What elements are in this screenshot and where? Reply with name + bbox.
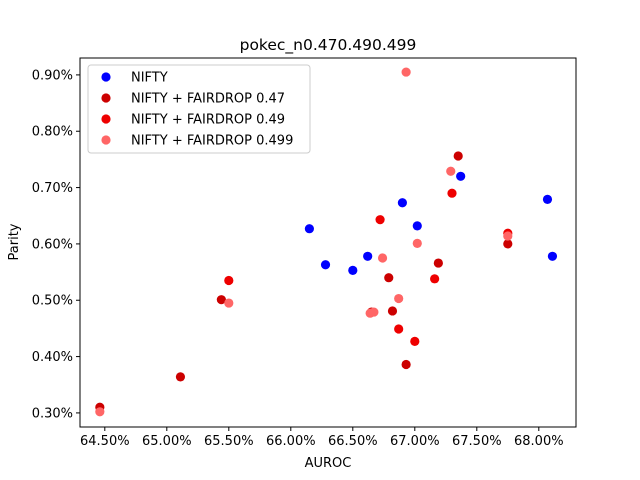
legend-label: NIFTY	[131, 71, 168, 86]
y-tick-label: 0.80%	[32, 125, 73, 140]
data-point	[542, 194, 553, 205]
y-tick-label: 0.30%	[32, 406, 73, 421]
data-point	[384, 273, 394, 283]
y-tick-label: 0.70%	[32, 181, 73, 196]
legend-label: NIFTY + FAIRDROP 0.499	[131, 134, 293, 149]
data-point	[412, 238, 422, 248]
data-point	[412, 221, 422, 231]
chart-title: pokec_n0.470.490.499	[240, 36, 417, 55]
data-point	[320, 260, 331, 270]
data-point	[394, 293, 404, 304]
legend-marker	[101, 114, 111, 124]
data-point	[503, 239, 513, 249]
data-point	[224, 298, 234, 308]
x-tick-label: 66.50%	[328, 434, 378, 449]
data-point	[224, 275, 234, 286]
x-tick-label: 66.00%	[266, 434, 316, 449]
x-tick-label: 65.00%	[142, 434, 192, 449]
x-tick-label: 64.50%	[80, 434, 130, 449]
data-point	[304, 224, 314, 234]
legend-box	[87, 64, 311, 154]
data-point	[410, 336, 420, 346]
data-point	[95, 407, 105, 417]
legend-marker	[101, 93, 111, 103]
y-tick-label: 0.60%	[32, 237, 73, 252]
data-point	[401, 359, 411, 370]
legend-label: NIFTY + FAIRDROP 0.49	[131, 113, 285, 128]
data-point	[387, 306, 398, 316]
x-tick-label: 65.50%	[204, 434, 254, 449]
plot-frame	[79, 57, 577, 428]
data-point	[433, 258, 443, 268]
x-tick-label: 67.00%	[390, 434, 440, 449]
legend-marker	[101, 72, 111, 82]
legend: NIFTY NIFTY + FAIRDROP 0.47 NIFTY + FAIRDR…	[87, 64, 311, 154]
y-axis-title: Parity	[7, 223, 22, 260]
x-tick-label: 68.00%	[514, 434, 564, 449]
data-point	[394, 324, 404, 334]
y-tick-label: 0.40%	[32, 350, 73, 365]
y-tick-label: 0.50%	[32, 294, 73, 309]
y-tick-label: 0.90%	[32, 68, 73, 83]
data-point	[401, 67, 411, 77]
data-point	[456, 171, 466, 181]
series-3	[95, 67, 513, 417]
data-point	[430, 274, 440, 284]
data-point	[453, 151, 463, 161]
data-point	[216, 295, 226, 305]
data-point	[446, 166, 456, 176]
data-point	[547, 251, 558, 261]
data-point	[397, 198, 407, 208]
data-point	[348, 265, 358, 275]
series-0	[304, 171, 558, 275]
legend-marker	[101, 135, 111, 145]
data-point	[447, 188, 457, 198]
data-point	[503, 231, 513, 241]
y-axis: 0.30% 0.40% 0.50% 0.60% 0.70% 0.80% 0.90%	[32, 68, 80, 421]
data-point	[363, 251, 373, 261]
data-point	[377, 253, 388, 263]
data-point	[375, 215, 385, 225]
x-axis-title: AUROC	[305, 456, 352, 471]
data-points	[95, 67, 558, 417]
data-point	[369, 307, 379, 317]
x-axis: 64.50% 65.00% 65.50% 66.00% 66.50% 67.00% 67.5…	[80, 427, 564, 449]
data-point	[175, 372, 186, 382]
legend-label: NIFTY + FAIRDROP 0.47	[131, 92, 285, 107]
x-tick-label: 67.50%	[452, 434, 502, 449]
